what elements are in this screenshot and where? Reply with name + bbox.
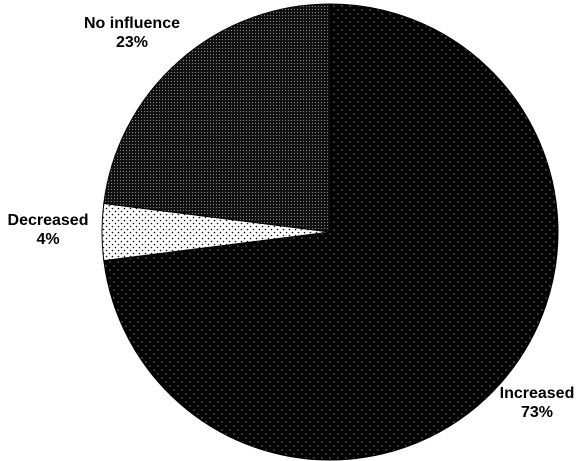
slice-label-increased-name: Increased	[499, 385, 575, 402]
slice-label-no-influence: No influence 23%	[62, 14, 202, 52]
slice-label-no-influence-name: No influence	[83, 15, 180, 32]
slice-label-decreased-name: Decreased	[7, 212, 89, 229]
pie-slice-increased	[103, 3, 559, 461]
slice-label-increased-value: 73%	[520, 404, 554, 421]
slice-label-no-influence-value: 23%	[115, 34, 149, 51]
slice-label-decreased-value: 4%	[36, 231, 60, 248]
pie-slice-no-influence	[103, 3, 331, 233]
slice-label-increased: Increased 73%	[490, 384, 584, 422]
slice-label-decreased: Decreased 4%	[0, 211, 96, 249]
